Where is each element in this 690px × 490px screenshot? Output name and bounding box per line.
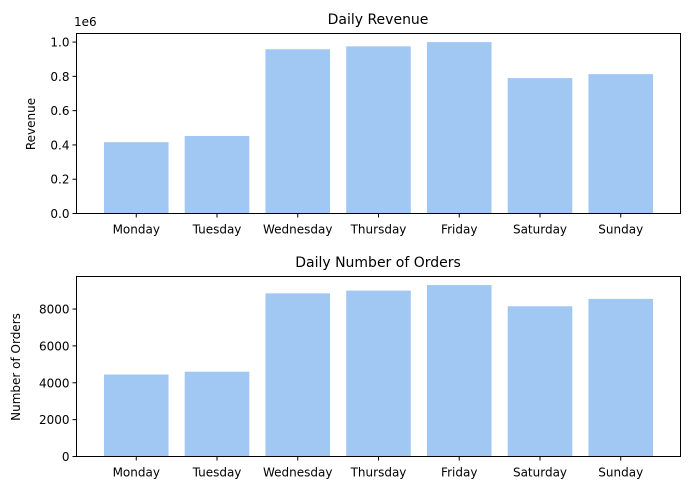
ytick-label: 6000 [39,339,70,353]
orders-axes-frame [76,276,681,457]
bar-wednesday [265,49,331,214]
xtick-label: Saturday [513,223,567,237]
ytick-label: 0.4 [50,138,69,152]
bar-friday [426,42,492,214]
orders-ylabel: Number of Orders [9,313,23,421]
xtick-label: Tuesday [192,223,242,237]
ytick-label: 4000 [39,376,70,390]
orders-chart: Daily Number of Orders Number of Orders … [9,255,681,480]
xtick-label: Sunday [598,466,643,480]
bar-wednesday [265,293,331,457]
ytick-label: 0.8 [50,70,69,84]
orders-chart-title: Daily Number of Orders [295,255,461,271]
xtick-label: Tuesday [192,466,242,480]
revenue-bars [103,42,654,214]
ytick-label: 0.2 [50,173,69,187]
xtick-label: Thursday [350,223,407,237]
ytick-label: 8000 [39,303,70,317]
xtick-label: Thursday [350,466,407,480]
orders-xticks: Monday Tuesday Wednesday Thursday Friday Satu… [113,456,643,480]
revenue-offset-label: 1e6 [74,15,97,29]
bar-thursday [346,290,411,457]
orders-bars [103,285,654,457]
revenue-yticks: 0.0 0.2 0.4 0.6 0.8 1.0 [50,36,77,221]
bar-saturday [507,306,573,457]
xtick-label: Wednesday [263,466,332,480]
revenue-chart: Daily Revenue 1e6 Revenue 0.00.20.40.60.… [24,12,681,237]
bar-sunday [588,74,654,214]
revenue-chart-title: Daily Revenue [328,12,429,28]
xtick-label: Monday [113,223,160,237]
xtick-label: Monday [113,466,160,480]
ytick-label: 0 [62,450,70,464]
xtick-label: Sunday [598,223,643,237]
xtick-label: Saturday [513,466,567,480]
ytick-label: 2000 [39,413,70,427]
ytick-label: 0.6 [50,104,69,118]
orders-yticks: 0 2000 4000 6000 8000 [39,303,77,464]
bar-saturday [507,78,573,214]
bar-friday [426,285,492,457]
bar-monday [103,374,169,457]
revenue-ylabel: Revenue [24,98,38,150]
bar-thursday [346,46,411,214]
ytick-label: 1.0 [50,36,69,50]
revenue-xticks: Monday Tuesday Wednesday Thursday Friday Satu… [113,213,643,237]
bar-sunday [588,298,654,457]
xtick-label: Wednesday [263,223,332,237]
revenue-axes-frame [76,33,681,214]
ytick-label: 0.0 [50,207,69,221]
bar-monday [103,142,169,214]
bar-tuesday [184,371,250,457]
bar-tuesday [184,136,250,214]
xtick-label: Friday [441,466,477,480]
xtick-label: Friday [441,223,477,237]
